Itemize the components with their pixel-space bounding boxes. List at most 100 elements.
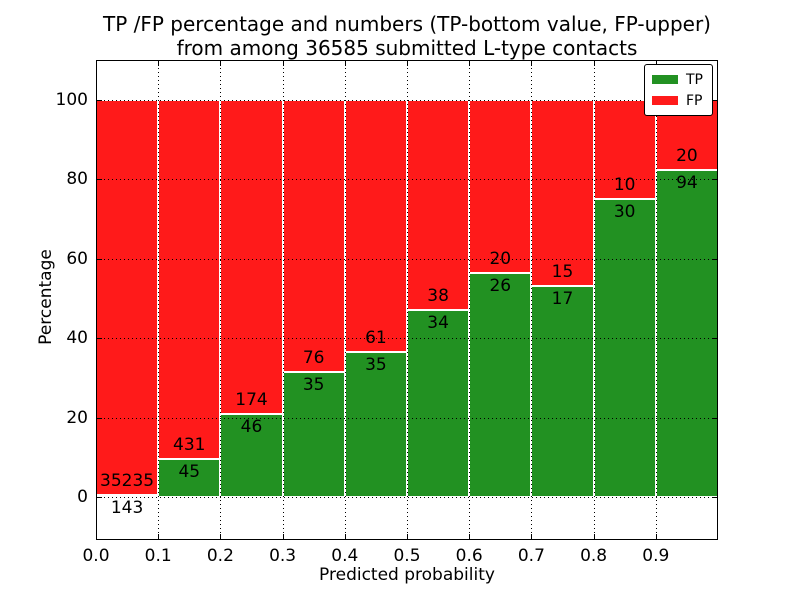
bar-label-fp: 38 <box>427 285 449 306</box>
legend-swatch-tp <box>652 75 678 84</box>
bar-segment-fp <box>96 100 159 496</box>
bar-label-fp: 76 <box>302 347 325 368</box>
x-tick-mark <box>96 534 97 540</box>
bar-label-tp: 94 <box>676 172 698 193</box>
bar-label-fp: 20 <box>489 248 512 269</box>
x-tick-mark <box>655 534 657 540</box>
x-tick-mark-top <box>469 60 471 66</box>
legend-item: TP <box>652 71 703 88</box>
x-tick-label: 0.8 <box>580 546 608 566</box>
gridline-vertical <box>407 60 408 540</box>
gridline-vertical <box>282 60 284 540</box>
chart-title-line2: from among 36585 submitted L-type contac… <box>176 36 638 60</box>
x-tick-mark <box>282 534 284 540</box>
x-tick-mark <box>593 534 595 540</box>
bar-label-tp: 46 <box>240 416 263 437</box>
bar-segment-tp <box>158 459 221 497</box>
y-tick-mark <box>96 497 102 498</box>
x-tick-label: 0.0 <box>82 546 110 566</box>
x-tick-mark <box>469 534 471 540</box>
bar-label-fp: 10 <box>613 175 636 196</box>
x-tick-mark-top <box>717 60 718 66</box>
bar-label-tp: 34 <box>427 312 449 333</box>
bar-label-tp: 26 <box>489 275 512 296</box>
x-tick-label: 0.6 <box>455 546 483 566</box>
bar-segment-tp <box>593 199 656 497</box>
x-tick-mark-top <box>96 60 97 66</box>
bar-label-fp: 431 <box>173 435 206 456</box>
y-tick-mark <box>96 179 102 181</box>
y-tick-mark <box>96 100 102 101</box>
bar-segment-tp <box>282 371 345 497</box>
bar-label-tp: 30 <box>613 202 636 223</box>
bar-segment-fp <box>158 100 221 460</box>
bar-segment-tp <box>655 169 718 497</box>
x-tick-label: 0.9 <box>642 546 670 566</box>
x-tick-label: 0.5 <box>393 546 421 566</box>
bar-segment-fp <box>407 100 470 310</box>
bar-segment-tp <box>344 352 407 497</box>
bar-label-tp: 17 <box>551 289 574 310</box>
x-tick-mark-top <box>593 60 595 66</box>
y-tick-mark-right <box>712 417 718 419</box>
gridline-vertical <box>593 60 595 540</box>
bar-segment-fp <box>220 100 283 414</box>
bar-segment-fp <box>282 100 345 372</box>
x-tick-label: 0.4 <box>331 546 359 566</box>
y-tick-mark <box>96 258 102 260</box>
chart-title: TP /FP percentage and numbers (TP-bottom… <box>103 12 711 60</box>
x-tick-mark <box>220 534 222 540</box>
bar-segment-fp <box>344 100 407 353</box>
y-tick-mark-right <box>712 179 718 181</box>
y-tick-label: 60 <box>66 248 88 269</box>
legend-swatch-fp <box>652 96 678 105</box>
x-tick-label: 0.2 <box>206 546 234 566</box>
bar-segment-tp <box>469 272 532 497</box>
bar-segment-fp <box>469 100 532 273</box>
x-tick-mark <box>717 534 718 540</box>
y-tick-label: 40 <box>66 328 88 349</box>
x-tick-mark-top <box>655 60 657 66</box>
x-tick-mark-top <box>531 60 533 66</box>
bar-label-tp: 143 <box>110 498 144 519</box>
legend-label-tp: TP <box>686 71 703 88</box>
gridline-vertical <box>344 60 346 540</box>
chart-title-line1: TP /FP percentage and numbers (TP-bottom… <box>103 12 711 36</box>
y-tick-mark-right <box>712 258 718 260</box>
bar-segment-tp <box>531 286 594 497</box>
bar-label-fp: 61 <box>365 328 387 349</box>
bar-label-tp: 35 <box>365 355 387 376</box>
bar-segment-fp <box>593 100 656 200</box>
x-tick-mark-top <box>344 60 346 66</box>
legend: TP FP <box>644 64 713 116</box>
bar-label-tp: 35 <box>302 374 325 395</box>
gridline-vertical <box>469 60 471 540</box>
y-tick-mark-right <box>712 338 718 340</box>
gridline-vertical <box>655 60 657 540</box>
x-tick-mark <box>344 534 346 540</box>
gridline-vertical <box>158 60 160 540</box>
x-tick-mark <box>531 534 533 540</box>
bar-label-tp: 45 <box>178 462 201 483</box>
x-tick-mark-top <box>158 60 160 66</box>
x-axis-label: Predicted probability <box>319 565 495 585</box>
y-tick-label: 0 <box>77 487 88 507</box>
x-tick-mark-top <box>220 60 222 66</box>
y-tick-label: 20 <box>66 407 88 428</box>
x-tick-label: 0.7 <box>517 546 545 566</box>
x-tick-mark <box>158 534 160 540</box>
x-tick-mark <box>407 534 408 540</box>
x-tick-mark-top <box>282 60 284 66</box>
bar-label-fp: 35235 <box>100 471 155 492</box>
bar-label-fp: 20 <box>676 145 698 166</box>
plot-area: TP FP 35235 143 431 45 174 46 76 35 61 35 38 34 20 26 1… <box>96 60 718 540</box>
y-tick-label: 100 <box>55 90 88 110</box>
x-tick-label: 0.1 <box>144 546 172 566</box>
gridline-vertical <box>220 60 222 540</box>
legend-label-fp: FP <box>686 92 703 109</box>
x-tick-mark-top <box>407 60 408 66</box>
bar-segment-fp <box>531 100 594 287</box>
bar-label-fp: 15 <box>551 262 574 283</box>
y-tick-label: 80 <box>66 169 88 190</box>
